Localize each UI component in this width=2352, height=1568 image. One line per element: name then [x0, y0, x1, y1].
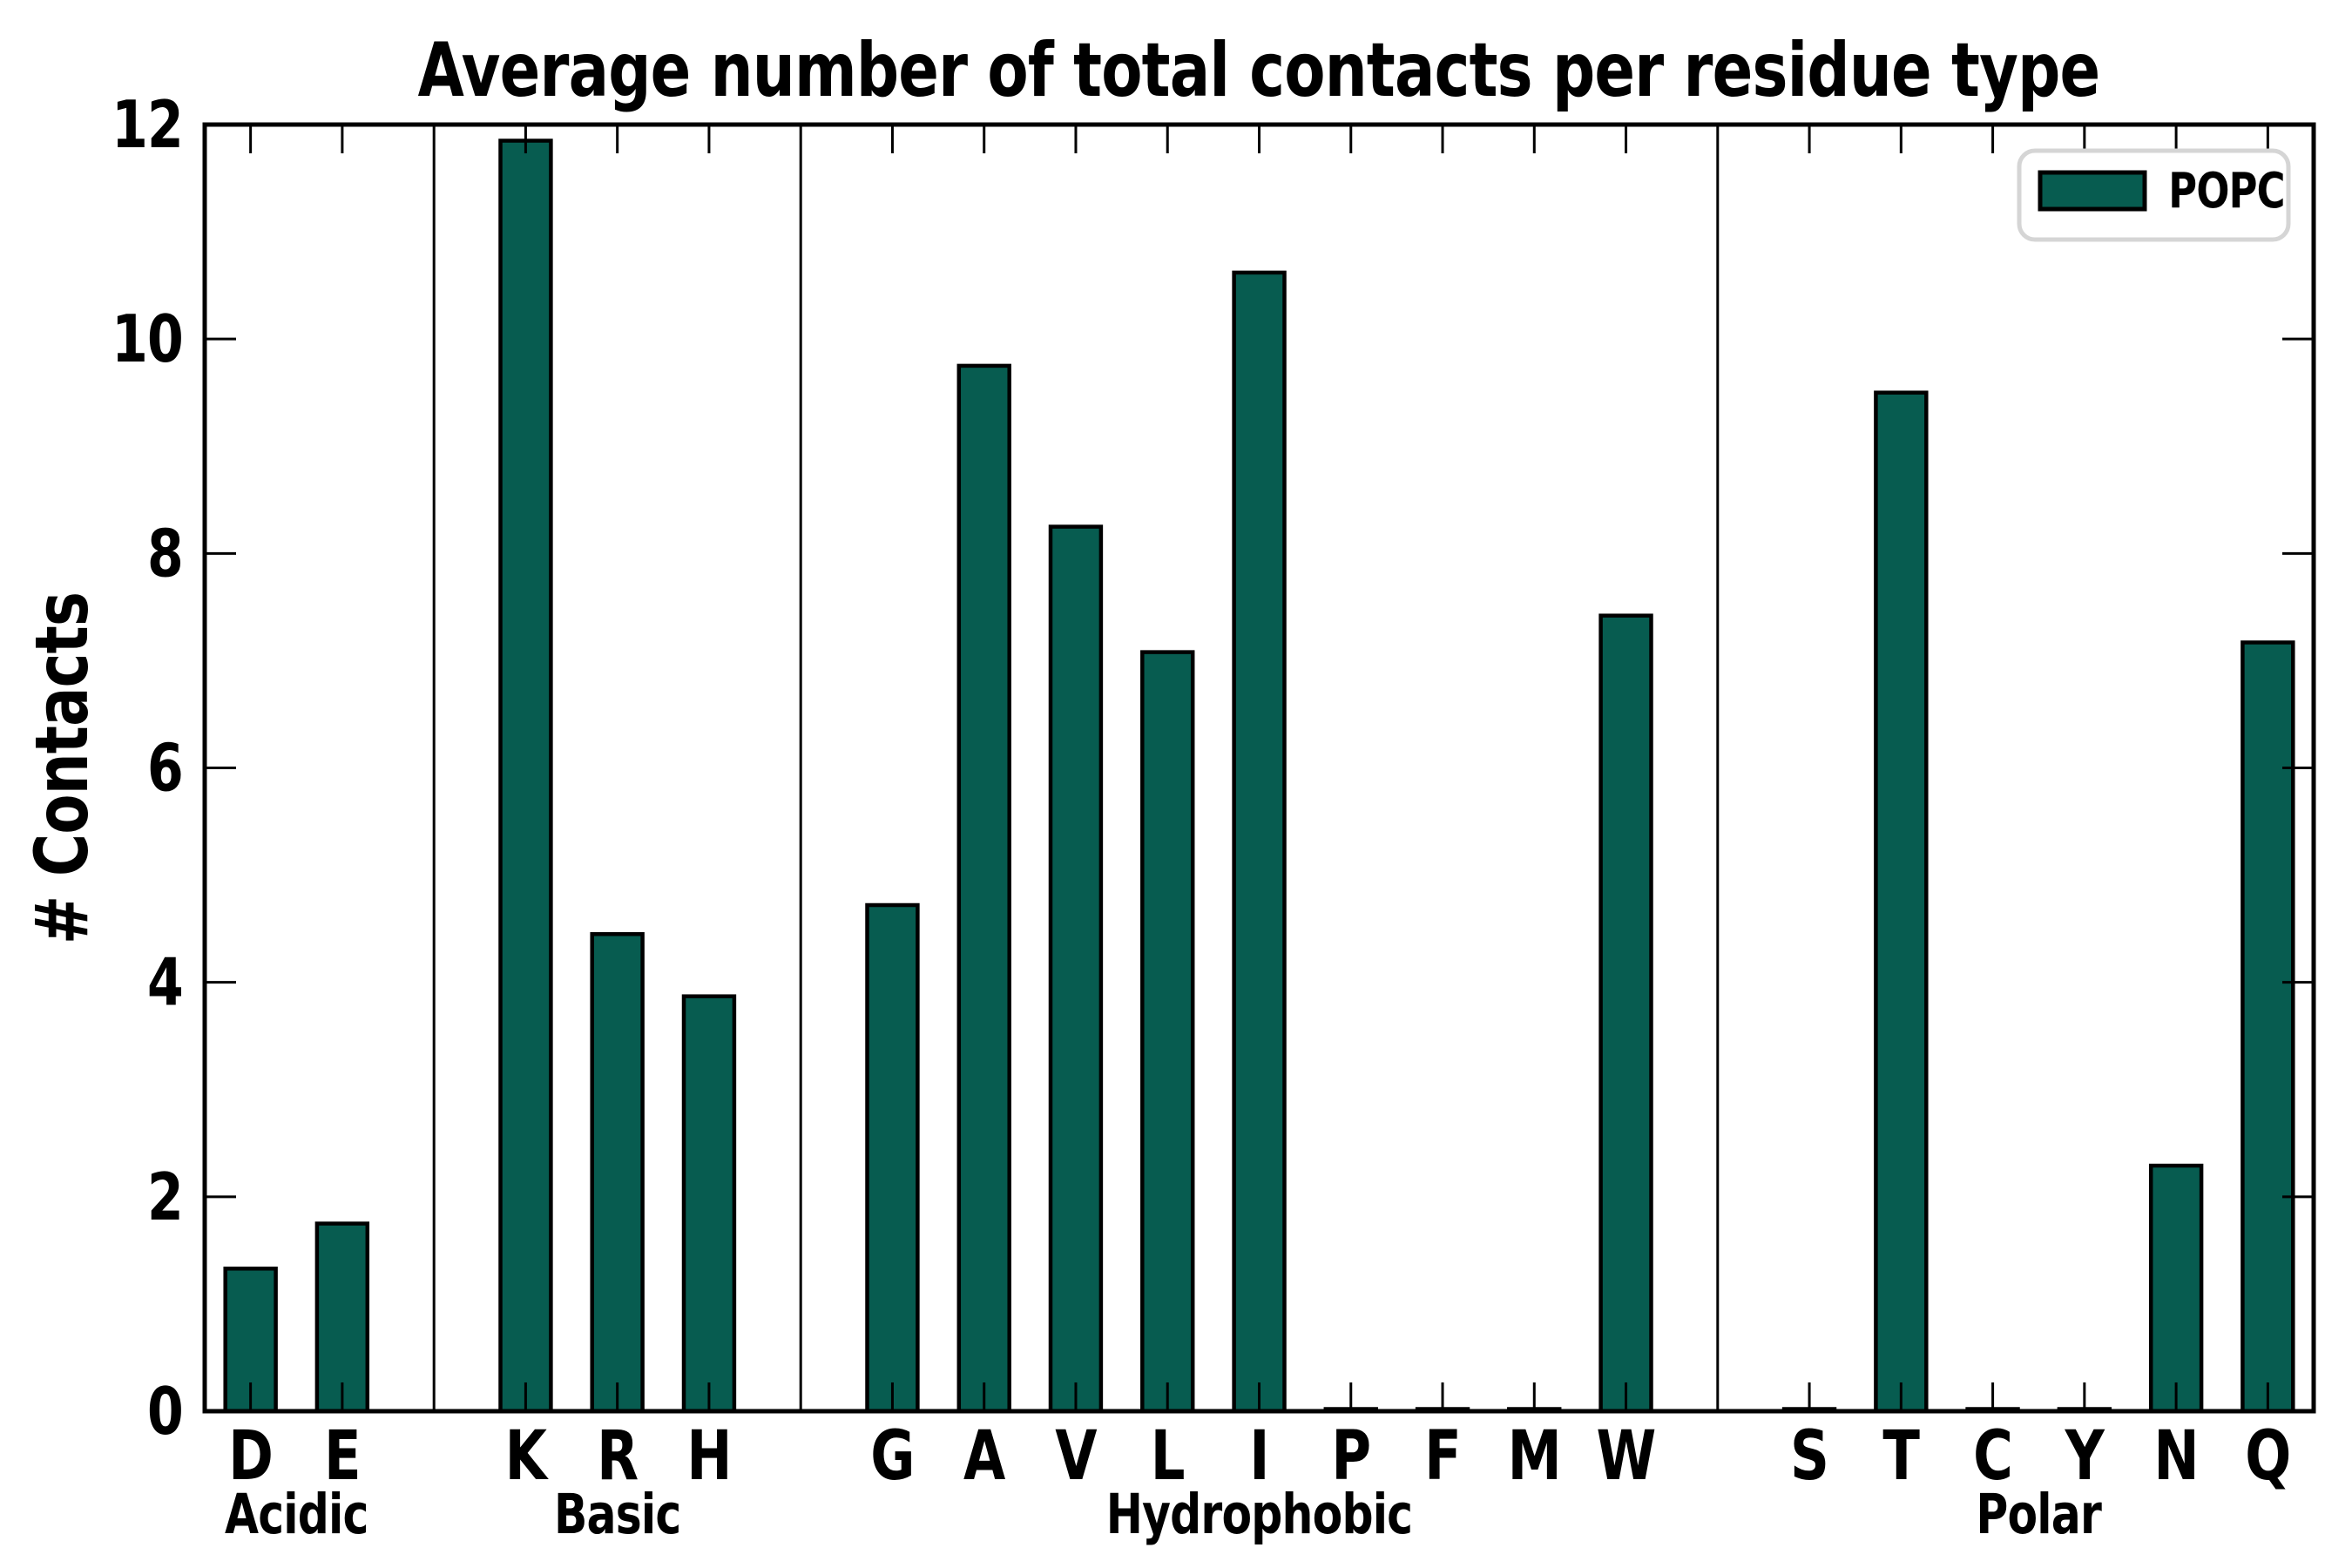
x-tick-label-I: I — [1249, 1416, 1268, 1496]
bar-N — [2148, 1163, 2204, 1414]
x-tick-label-T: T — [1882, 1416, 1919, 1496]
x-tick-label-K: K — [505, 1416, 549, 1496]
bar-H — [681, 994, 737, 1414]
x-tick-label-H: H — [686, 1416, 731, 1496]
x-group-labels: Acidic Basic Hydrophobic Polar — [225, 1484, 2102, 1547]
legend-label: POPC — [2168, 162, 2284, 219]
x-tick-label-R: R — [597, 1416, 638, 1496]
x-tick-label-G: G — [870, 1416, 914, 1496]
y-tick-label-0: 0 — [147, 1375, 183, 1450]
bar-A — [956, 363, 1011, 1414]
group-label-acidic: Acidic — [225, 1484, 368, 1547]
x-tick-label-N: N — [2153, 1416, 2198, 1496]
x-tick-label-A: A — [963, 1416, 1006, 1496]
group-label-polar: Polar — [1976, 1484, 2101, 1547]
group-label-basic: Basic — [554, 1484, 681, 1547]
x-tick-label-Y: Y — [2065, 1416, 2105, 1496]
legend: POPC — [2017, 148, 2291, 242]
plot-frame — [202, 122, 2316, 1414]
bar-V — [1048, 524, 1104, 1414]
bar-R — [590, 932, 645, 1414]
y-tick-label-6: 6 — [147, 731, 183, 807]
x-tick-label-P: P — [1331, 1416, 1370, 1496]
bars-layer — [223, 139, 2295, 1414]
x-tick-label-F: F — [1424, 1416, 1461, 1496]
x-tick-label-V: V — [1055, 1416, 1098, 1496]
y-tick-label-8: 8 — [147, 517, 183, 592]
x-tick-label-C: C — [1973, 1416, 2012, 1496]
x-tick-label-L: L — [1151, 1416, 1185, 1496]
y-tick-label-4: 4 — [147, 945, 183, 1021]
x-tick-label-E: E — [324, 1416, 361, 1496]
bar-L — [1140, 650, 1195, 1414]
y-tick-labels: 0 2 4 6 8 10 12 — [112, 88, 184, 1450]
y-axis-label: # Contacts — [19, 592, 105, 944]
x-tick-label-S: S — [1790, 1416, 1828, 1496]
bar-T — [1874, 390, 1929, 1414]
y-tick-label-10: 10 — [112, 302, 183, 378]
group-label-hydrophobic: Hydrophobic — [1106, 1484, 1413, 1547]
y-tick-label-2: 2 — [147, 1159, 183, 1235]
bar-K — [498, 139, 553, 1414]
group-separators — [432, 125, 1720, 1411]
bar-G — [865, 902, 920, 1414]
y-tick-label-12: 12 — [112, 88, 183, 164]
bar-I — [1232, 270, 1287, 1414]
bar-W — [1598, 613, 1653, 1414]
chart-title: Average number of total contacts per res… — [418, 28, 2100, 114]
legend-swatch-popc — [2038, 170, 2147, 212]
x-tick-label-W: W — [1596, 1416, 1655, 1496]
x-tick-label-D: D — [228, 1416, 273, 1496]
x-tick-label-M: M — [1508, 1416, 1561, 1496]
x-tick-label-Q: Q — [2245, 1416, 2290, 1496]
bar-Q — [2240, 640, 2295, 1414]
